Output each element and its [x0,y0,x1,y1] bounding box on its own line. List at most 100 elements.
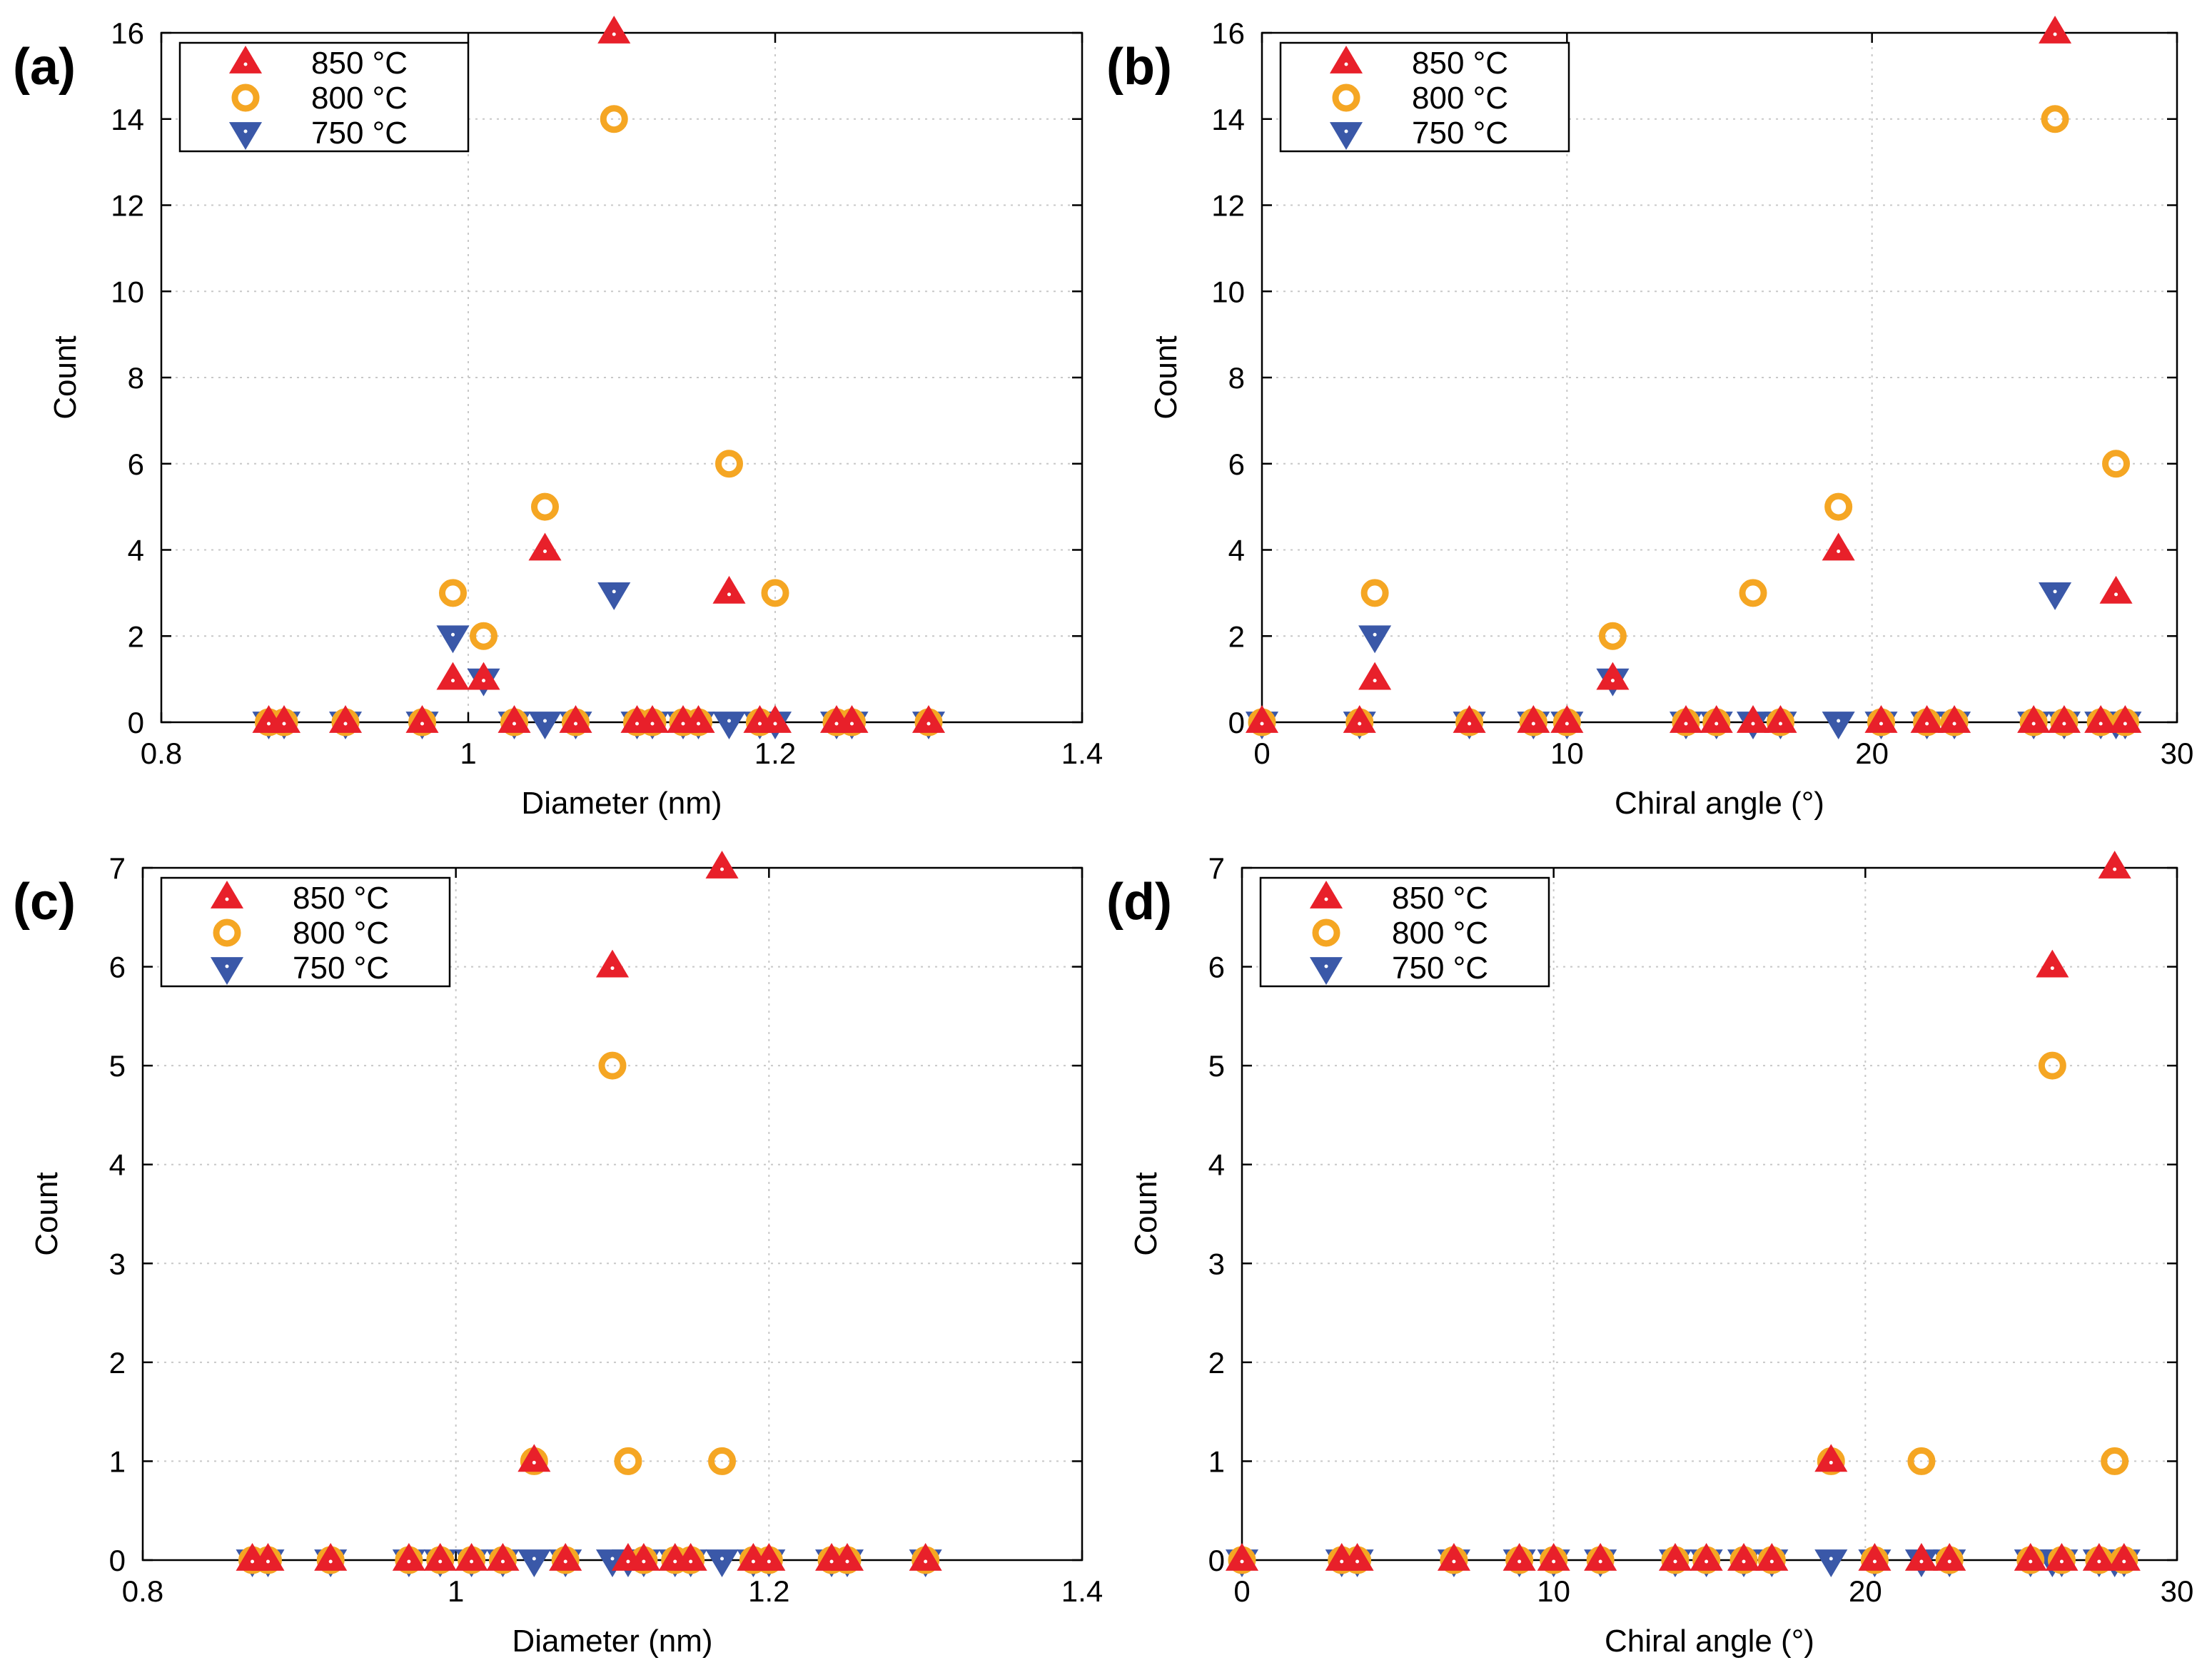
y-tick-label: 0 [1208,1544,1225,1577]
point-850 [328,705,363,733]
point-850-center [1705,1559,1709,1564]
point-850 [559,705,592,733]
point-850 [392,1543,425,1571]
legend-box [178,41,470,153]
point-850-center [512,722,516,726]
series-850 [252,16,946,733]
point-850-center [1769,1559,1774,1564]
x-tick-label: 1.2 [748,1574,789,1608]
legend-item-850: 850 °C [228,46,408,81]
x-axis-label: Diameter (nm) [512,1624,712,1659]
x-tick-label: 1.2 [754,737,796,770]
y-tick-label: 16 [1211,16,1245,50]
legend-marker-800 [231,84,260,112]
point-750-center [532,1557,536,1561]
point-850 [911,705,946,733]
point-850 [752,1543,786,1571]
legend-marker-850 [210,881,244,909]
legend-box [160,876,451,988]
point-850 [1669,705,1703,733]
point-850 [1690,1543,1723,1571]
point-850 [251,1543,285,1571]
point-850 [1933,1543,1966,1571]
y-tick-label: 0 [1228,706,1245,739]
point-800 [600,105,628,133]
point-850 [1225,1543,1259,1571]
point-850-center [1610,679,1615,683]
point-850-center [612,32,616,36]
point-850 [2108,705,2142,733]
panel-label: (d) [1106,874,1172,931]
legend-item-800: 800 °C [231,81,408,116]
legend-marker-800 [1312,919,1340,947]
y-axis-label: Count [48,335,83,419]
point-850 [1658,1543,1692,1571]
point-750-center [2053,589,2057,594]
point-850-center [2123,722,2127,726]
point-850-center [1340,1559,1344,1564]
point-750 [1822,712,1855,739]
series-850 [236,851,942,1571]
legend-marker-800 [1332,84,1360,112]
x-axis-label: Diameter (nm) [521,786,722,821]
x-tick-label: 10 [1550,737,1584,770]
y-tick-label: 5 [109,1049,126,1083]
panel-c: 0.8 1 1.2 1.4 0 1 2 3 4 5 6 7 Diameter (nm) Count (c) 8… [13,851,1103,1659]
y-tick-label: 4 [1208,1148,1225,1182]
legend-marker-750-center [1324,964,1328,968]
point-850-center [2114,592,2118,597]
panel-a: 0.8 1 1.2 1.4 0 2 4 6 8 10 12 14 16 Diameter (nm) Coun… [13,16,1103,821]
point-800 [1598,622,1627,650]
point-850-center [266,1559,270,1564]
point-850-center [1565,722,1569,726]
point-750 [1358,625,1392,654]
legend-marker-750-center [225,964,229,968]
legend-label: 750 °C [1392,951,1488,986]
point-850-center [532,1460,536,1464]
y-tick-label: 1 [109,1444,126,1478]
point-850 [455,1543,488,1571]
y-tick-label: 6 [1228,447,1245,481]
y-tick-label: 7 [109,851,126,885]
point-850-center [850,722,854,726]
point-850-center [1947,1559,1951,1564]
point-850-center [1240,1559,1244,1564]
point-850 [405,705,439,733]
point-850-center [773,722,777,726]
point-850-center [1468,722,1472,726]
legend-label: 800 °C [1392,916,1488,951]
point-850 [1864,705,1898,733]
point-800 [761,579,789,607]
legend-item-750: 750 °C [228,116,408,151]
legend-label: 850 °C [1412,46,1508,81]
point-850-center [251,1559,255,1564]
y-tick-label: 8 [128,361,144,395]
point-850-center [1919,1559,1924,1564]
legend-marker-850 [1309,881,1343,909]
legend-label: 750 °C [1412,116,1508,151]
point-750 [528,712,562,739]
point-850-center [1598,1559,1602,1564]
point-750-center [543,719,547,723]
point-850 [1727,1543,1761,1571]
point-850-center [2059,1559,2064,1564]
point-850-center [829,1559,834,1564]
point-800 [470,622,498,650]
y-tick-label: 10 [1211,275,1245,308]
x-axis-label: Chiral angle (°) [1605,1624,1814,1659]
point-850-center [2053,32,2057,36]
legend-item-850: 850 °C [1329,46,1508,81]
legend-marker-750 [210,957,244,985]
point-800 [1360,579,1389,607]
y-tick-label: 16 [111,16,144,50]
point-750-center [1829,1557,1833,1561]
point-850-center [1358,722,1362,726]
point-850 [2017,705,2051,733]
point-850 [1904,1543,1938,1571]
y-tick-label: 10 [111,275,144,308]
y-tick-label: 0 [109,1544,126,1577]
x-tick-label: 0.8 [122,1574,163,1608]
